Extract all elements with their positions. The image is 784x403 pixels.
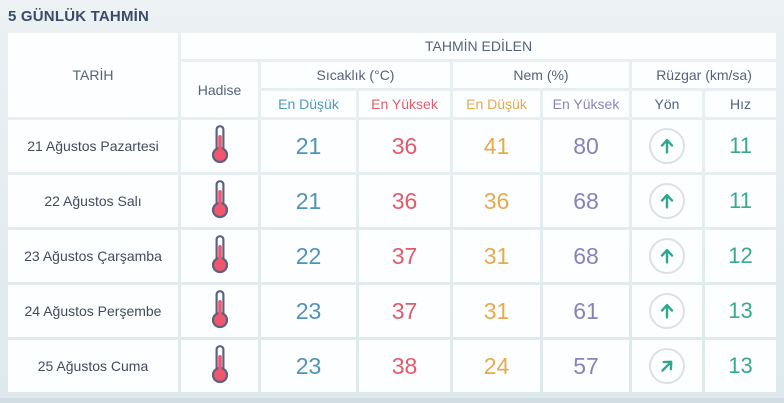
arrow-up-icon	[649, 183, 685, 219]
temp-min-value: 21	[261, 120, 356, 172]
condition-cell	[181, 285, 258, 337]
temp-min-value: 23	[261, 285, 356, 337]
wind-speed-value: 12	[705, 230, 777, 282]
column-header-hum-max: En Yüksek	[543, 91, 629, 117]
table-row: 23 Ağustos Çarşamba 22 37 31 68	[8, 230, 777, 282]
arrow-up-right-icon	[649, 348, 685, 384]
wind-dir-cell	[632, 175, 702, 227]
hum-max-value: 68	[543, 230, 629, 282]
arrow-up-icon	[649, 293, 685, 329]
date-cell: 25 Ağustos Cuma	[8, 340, 178, 392]
column-header-wind-dir: Yön	[632, 91, 702, 117]
thermometer-icon	[211, 289, 228, 328]
hum-min-value: 41	[453, 120, 540, 172]
column-header-temperature: Sıcaklık (°C)	[261, 62, 450, 88]
table-row: 22 Ağustos Salı 21 36 36 68	[8, 175, 777, 227]
temp-max-value: 37	[359, 285, 450, 337]
arrow-up-icon	[649, 128, 685, 164]
column-header-temp-min: En Düşük	[261, 91, 356, 117]
temp-max-value: 37	[359, 230, 450, 282]
table-row: 21 Ağustos Pazartesi 21 36 41 80	[8, 120, 777, 172]
hum-max-value: 80	[543, 120, 629, 172]
column-header-temp-max: En Yüksek	[359, 91, 450, 117]
hum-min-value: 36	[453, 175, 540, 227]
column-header-humidity: Nem (%)	[453, 62, 629, 88]
date-cell: 23 Ağustos Çarşamba	[8, 230, 178, 282]
condition-cell	[181, 340, 258, 392]
wind-dir-cell	[632, 285, 702, 337]
column-header-wind-speed: Hız	[705, 91, 777, 117]
hum-max-value: 68	[543, 175, 629, 227]
temp-max-value: 36	[359, 120, 450, 172]
wind-speed-value: 11	[705, 175, 777, 227]
hum-min-value: 31	[453, 285, 540, 337]
hum-min-value: 24	[453, 340, 540, 392]
wind-dir-cell	[632, 120, 702, 172]
table-row: 24 Ağustos Perşembe 23 37 31 61	[8, 285, 777, 337]
temp-min-value: 23	[261, 340, 356, 392]
thermometer-icon	[211, 344, 228, 383]
date-cell: 24 Ağustos Perşembe	[8, 285, 178, 337]
forecast-table: TARİH TAHMİN EDİLEN Hadise Sıcaklık (°C)…	[5, 30, 779, 395]
date-cell: 21 Ağustos Pazartesi	[8, 120, 178, 172]
wind-dir-cell	[632, 230, 702, 282]
temp-min-value: 22	[261, 230, 356, 282]
temp-max-value: 38	[359, 340, 450, 392]
column-header-predicted: TAHMİN EDİLEN	[181, 33, 777, 59]
column-header-condition: Hadise	[181, 62, 258, 117]
condition-cell	[181, 120, 258, 172]
condition-cell	[181, 175, 258, 227]
date-cell: 22 Ağustos Salı	[8, 175, 178, 227]
thermometer-icon	[211, 179, 228, 218]
hum-min-value: 31	[453, 230, 540, 282]
thermometer-icon	[211, 234, 228, 273]
panel-title: 5 GÜNLÜK TAHMİN	[8, 8, 150, 25]
wind-speed-value: 11	[705, 120, 777, 172]
thermometer-icon	[211, 124, 228, 163]
wind-speed-value: 13	[705, 340, 777, 392]
wind-dir-cell	[632, 340, 702, 392]
column-header-hum-min: En Düşük	[453, 91, 540, 117]
arrow-up-icon	[649, 238, 685, 274]
column-header-wind: Rüzgar (km/sa)	[632, 62, 777, 88]
hum-max-value: 61	[543, 285, 629, 337]
column-header-date: TARİH	[8, 33, 178, 117]
wind-speed-value: 13	[705, 285, 777, 337]
temp-min-value: 21	[261, 175, 356, 227]
condition-cell	[181, 230, 258, 282]
hum-max-value: 57	[543, 340, 629, 392]
table-row: 25 Ağustos Cuma 23 38 24 57	[8, 340, 777, 392]
temp-max-value: 36	[359, 175, 450, 227]
